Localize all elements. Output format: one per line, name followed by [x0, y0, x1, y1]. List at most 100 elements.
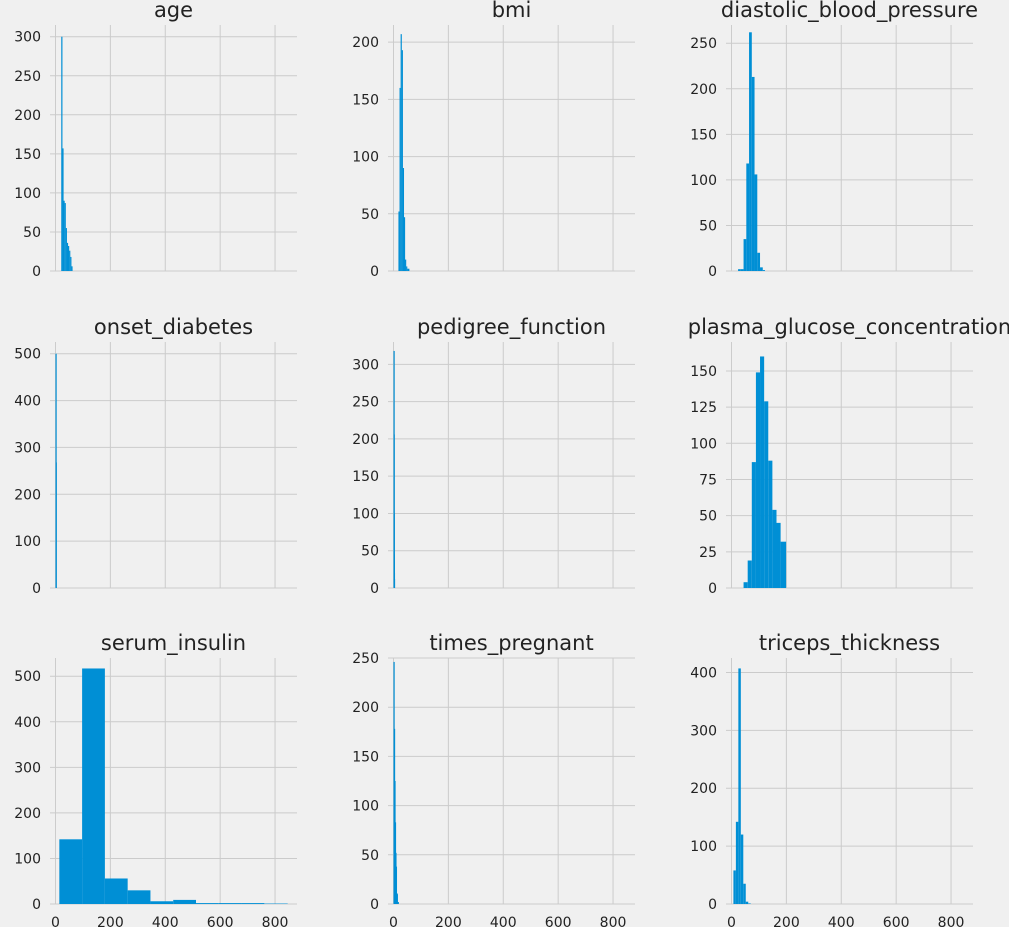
- y-tick-label: 50: [361, 848, 379, 864]
- histogram-bar: [738, 668, 741, 904]
- y-tick-label: 200: [690, 82, 717, 98]
- y-tick-label: 200: [14, 806, 41, 822]
- y-tick-label: 100: [352, 506, 379, 522]
- y-tick-label: 100: [14, 851, 41, 867]
- histogram-bar: [403, 217, 406, 271]
- histogram-panel-triceps_thickness: 0 100 200 300 400 0 200 400 600 800 triceps_thickn…: [690, 631, 973, 927]
- y-tick-label: 75: [699, 472, 717, 488]
- histogram-bar: [218, 903, 242, 904]
- y-tick-label: 0: [370, 897, 379, 913]
- histogram-bar: [150, 901, 174, 904]
- y-tick-label: 0: [32, 264, 41, 280]
- y-tick-label: 50: [361, 207, 379, 223]
- histogram-panel-plasma_glucose_concentration: 0 25 50 75 100 125 150 plasma_glucose_concentra…: [688, 315, 1009, 597]
- x-tick-label: 400: [828, 915, 855, 927]
- y-tick-label: 100: [352, 150, 379, 166]
- y-tick-label: 0: [32, 897, 41, 913]
- histogram-bar: [760, 267, 763, 271]
- panel-title: bmi: [492, 0, 532, 22]
- histogram-bar: [104, 878, 128, 904]
- y-tick-label: 0: [370, 581, 379, 597]
- panel-title: pedigree_function: [417, 315, 606, 340]
- histogram-bar: [393, 513, 395, 588]
- histogram-bar: [69, 250, 71, 271]
- histogram-bar: [397, 902, 399, 904]
- histogram-bar: [173, 899, 197, 904]
- y-tick-label: 300: [14, 760, 41, 776]
- panel-title: age: [154, 0, 193, 22]
- x-tick-label: 800: [938, 915, 965, 927]
- histogram-bar: [757, 252, 761, 271]
- histogram-panel-serum_insulin: 0 100 200 300 400 500 0 200 400 600 800 serum_insul…: [14, 631, 297, 927]
- y-tick-label: 150: [690, 127, 717, 143]
- histogram-panel-pedigree_function: 0 50 100 150 200 250 300 pedigree_function: [352, 315, 635, 597]
- y-tick-label: 100: [14, 534, 41, 550]
- y-tick-label: 300: [14, 30, 41, 46]
- histogram-bar: [762, 270, 765, 271]
- histogram-bar: [764, 401, 769, 588]
- panel-title: triceps_thickness: [759, 631, 940, 656]
- histogram-bar: [62, 148, 64, 271]
- histogram-bar: [63, 200, 65, 271]
- y-tick-label: 200: [14, 487, 41, 503]
- histogram-panel-onset_diabetes: 0 100 200 300 400 500 onset_diabetes: [14, 315, 297, 597]
- y-tick-label: 100: [690, 173, 717, 189]
- histogram-bar: [401, 50, 403, 272]
- panel-title: plasma_glucose_concentration: [688, 315, 1009, 340]
- x-tick-label: 600: [883, 915, 910, 927]
- y-tick-label: 125: [690, 400, 717, 416]
- panel-title: times_pregnant: [429, 631, 593, 656]
- y-tick-label: 200: [352, 700, 379, 716]
- histogram-bar: [400, 34, 402, 271]
- histogram-bar: [743, 883, 746, 904]
- histogram-bar: [740, 269, 744, 271]
- y-tick-label: 250: [352, 395, 379, 411]
- histogram-bar: [66, 242, 69, 271]
- y-tick-label: 0: [708, 581, 717, 597]
- y-tick-label: 0: [708, 897, 717, 913]
- histogram-panel-times_pregnant: 0 50 100 150 200 250 0 200 400 600 800 times_pregna…: [352, 631, 635, 927]
- histogram-bar: [196, 903, 219, 904]
- histogram-bar: [127, 890, 151, 904]
- histogram-bar: [65, 228, 67, 271]
- x-tick-label: 0: [727, 915, 736, 927]
- histogram-bar: [749, 32, 752, 272]
- histogram-bar: [746, 163, 750, 271]
- y-tick-label: 50: [361, 544, 379, 560]
- histogram-bar: [748, 903, 751, 904]
- histogram-bar: [82, 668, 105, 904]
- histogram-bar: [754, 174, 758, 271]
- y-tick-label: 150: [352, 469, 379, 485]
- histogram-bar: [760, 356, 765, 588]
- x-tick-label: 600: [545, 915, 572, 927]
- y-tick-label: 100: [690, 436, 717, 452]
- histogram-bar: [743, 582, 748, 588]
- x-tick-label: 0: [389, 915, 398, 927]
- histogram-bar: [740, 834, 744, 904]
- histogram-bar: [768, 460, 773, 588]
- y-tick-label: 0: [708, 264, 717, 280]
- histogram-bar: [407, 268, 410, 271]
- y-tick-label: 0: [370, 264, 379, 280]
- histogram-bar: [751, 462, 756, 588]
- y-tick-label: 0: [32, 581, 41, 597]
- y-tick-label: 100: [352, 799, 379, 815]
- histogram-bar: [398, 211, 400, 271]
- histogram-bar: [393, 434, 395, 588]
- y-tick-label: 200: [352, 432, 379, 448]
- histogram-panel-age: 0 50 100 150 200 250 300 age: [14, 0, 297, 280]
- y-tick-label: 400: [14, 715, 41, 731]
- histogram-bar: [743, 239, 747, 271]
- histogram-bar: [64, 203, 66, 271]
- histogram-bar: [735, 821, 739, 904]
- y-tick-label: 100: [690, 839, 717, 855]
- y-tick-label: 150: [352, 92, 379, 108]
- histogram-bar: [68, 246, 70, 271]
- panel-title: serum_insulin: [101, 631, 246, 656]
- y-tick-label: 400: [14, 394, 41, 410]
- y-tick-label: 150: [14, 147, 41, 163]
- y-tick-label: 400: [690, 665, 717, 681]
- y-tick-label: 50: [699, 509, 717, 525]
- histogram-bar: [745, 901, 749, 904]
